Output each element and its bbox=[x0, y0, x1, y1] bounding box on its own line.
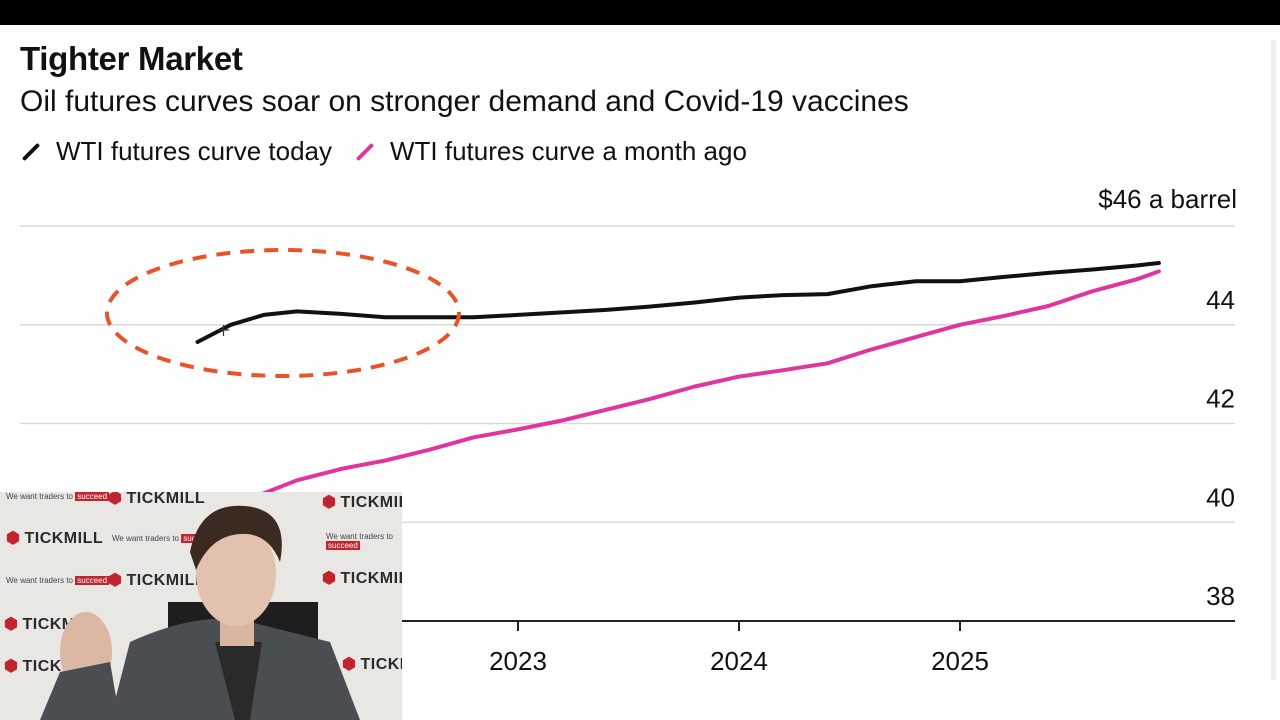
wall-tagline: We want traders to succeed bbox=[326, 532, 393, 550]
wall-logo: TICKMILL bbox=[322, 568, 402, 588]
y-tick-label: 44 bbox=[1206, 285, 1235, 315]
legend-label-today: WTI futures curve today bbox=[56, 136, 332, 166]
cursor-crosshair bbox=[218, 325, 229, 336]
chart-title: Tighter Market bbox=[20, 40, 243, 77]
presenter-figure bbox=[40, 505, 360, 720]
y-tick-label: 40 bbox=[1206, 482, 1235, 512]
chart-legend: WTI futures curve today WTI futures curv… bbox=[20, 136, 769, 167]
webcam-overlay: TICKMILL TICKMILL TICKMILL TICKMILL TICK… bbox=[0, 492, 402, 720]
wall-tagline: We want traders to succeed bbox=[6, 576, 110, 585]
chart-subtitle: Oil futures curves soar on stronger dema… bbox=[20, 85, 909, 118]
x-tick-label: 2024 bbox=[710, 646, 768, 676]
wall-tagline: We want traders to succeed bbox=[6, 492, 110, 501]
x-tick-label: 2025 bbox=[931, 646, 989, 676]
legend-label-month-ago: WTI futures curve a month ago bbox=[389, 136, 747, 166]
x-tick-label: 2023 bbox=[489, 646, 547, 676]
wall-logo: TICKMILL bbox=[342, 654, 402, 674]
y-tick-label: 38 bbox=[1206, 581, 1235, 611]
annotation-ellipse bbox=[105, 248, 461, 378]
wall-logo: TICKMILL bbox=[108, 570, 205, 590]
scrollbar[interactable] bbox=[1271, 40, 1276, 680]
y-unit-label: $46 a barrel bbox=[1098, 184, 1237, 214]
series-line-today bbox=[195, 261, 1161, 344]
wall-logo: TICKMILL bbox=[322, 492, 402, 512]
y-tick-label: 42 bbox=[1206, 384, 1235, 414]
legend-item-month-ago: WTI futures curve a month ago bbox=[354, 136, 747, 167]
series-line-month-ago bbox=[206, 269, 1161, 535]
wall-logo: TICKMILL bbox=[6, 528, 103, 548]
legend-item-today: WTI futures curve today bbox=[20, 136, 332, 167]
wall-logo: TICKMILL bbox=[108, 492, 205, 508]
